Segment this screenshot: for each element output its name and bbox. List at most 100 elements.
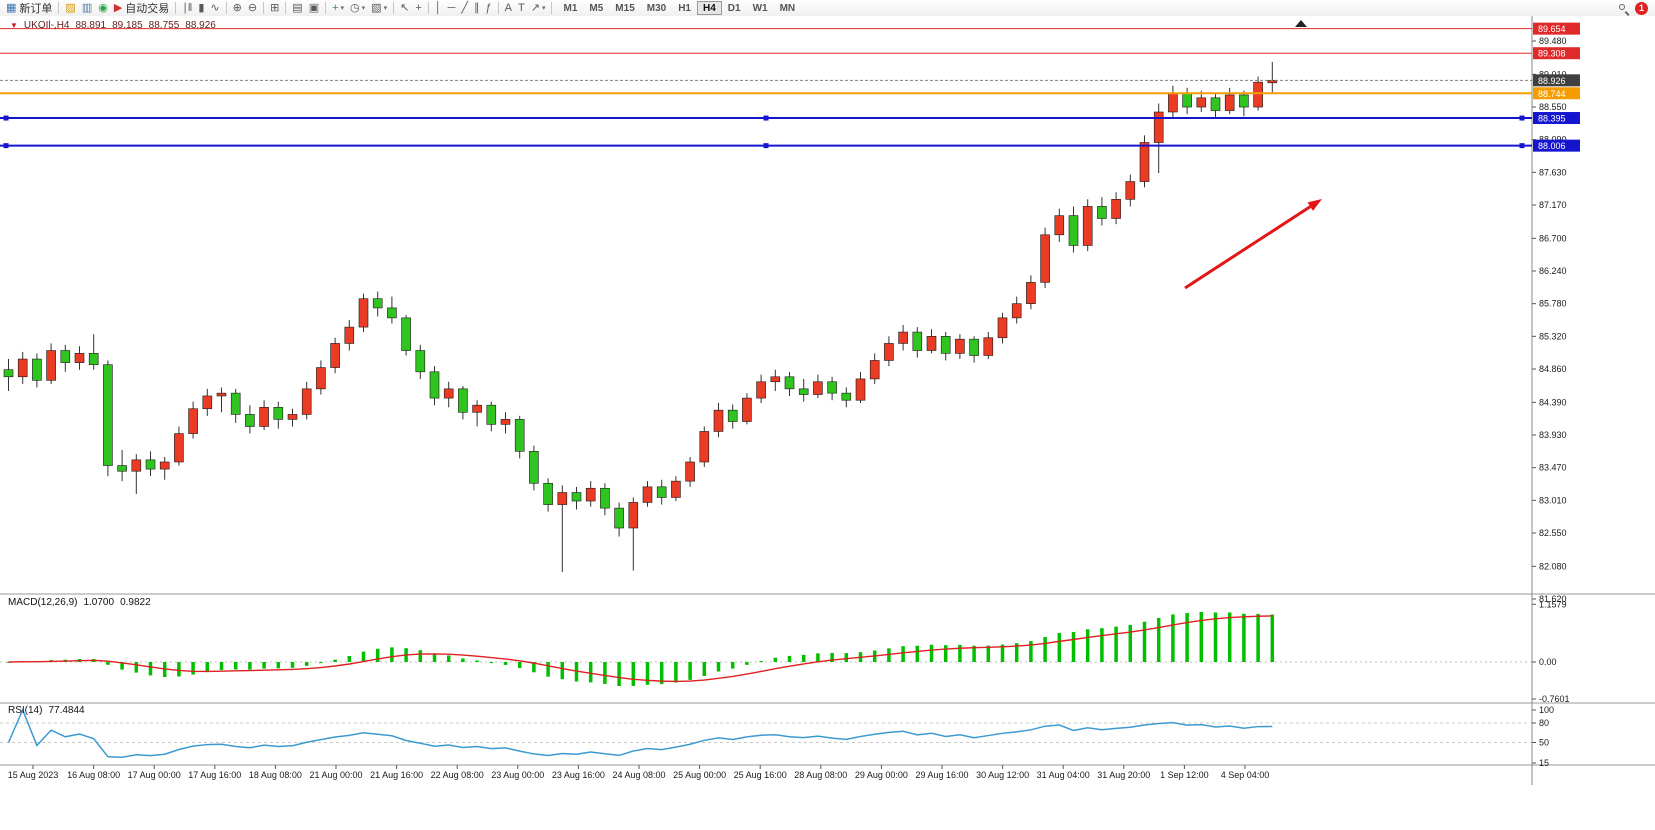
line-chart-icon: ∿ — [210, 1, 220, 14]
svg-text:50: 50 — [1539, 738, 1549, 748]
svg-text:86.700: 86.700 — [1539, 233, 1567, 243]
text-label-icon: T — [518, 1, 525, 14]
toolbar-separator — [427, 2, 429, 14]
time-axis[interactable]: 15 Aug 2023 16 Aug 08:00 17 Aug 00:00 17 Au… — [8, 765, 1270, 780]
macd-main-value: 1.0700 — [83, 597, 115, 608]
add-indicator-dropdown[interactable]: + ▾ — [329, 1, 347, 16]
search-icon[interactable] — [1617, 2, 1630, 15]
crosshair-button[interactable]: + — [412, 1, 424, 16]
timeframe-h4[interactable]: H4 — [697, 1, 722, 15]
candlestick-series[interactable] — [3, 61, 1278, 573]
bid-price-line-badge: 88.926 — [1533, 74, 1580, 87]
svg-text:82.550: 82.550 — [1539, 528, 1567, 538]
timeframe-w1[interactable]: W1 — [752, 3, 768, 14]
zoom-in-button[interactable]: ⊕ — [230, 1, 245, 16]
arrows-dropdown[interactable]: ↗ ▾ — [528, 1, 549, 16]
svg-text:29 Aug 16:00: 29 Aug 16:00 — [915, 770, 968, 780]
tile-windows-button[interactable]: ⊞ — [267, 1, 282, 16]
zoom-in-icon: ⊕ — [232, 1, 242, 14]
trend-arrow[interactable] — [1184, 199, 1322, 290]
rsi-indicator-label: RSI(14) 77.4844 — [8, 705, 85, 716]
timeframe-m30[interactable]: M30 — [646, 3, 667, 14]
chart-window: 89.48089.01088.55088.09087.63087.17086.7… — [0, 16, 1655, 830]
ohlc-high: 89.185 — [112, 20, 143, 31]
strategy-tester-icon[interactable]: ◉ — [95, 1, 111, 16]
channel-icon: ∥ — [474, 1, 480, 14]
macd-indicator-label: MACD(12,26,9) 1.0700 0.9822 — [8, 597, 151, 608]
support-line-upper-badge: 88.395 — [1533, 112, 1580, 125]
one-click-trading-arrow[interactable]: ▼ — [10, 21, 18, 30]
svg-text:18 Aug 08:00: 18 Aug 08:00 — [249, 770, 302, 780]
chart-shift-marker[interactable] — [1295, 20, 1307, 27]
objects-window-button[interactable]: ▣ — [306, 1, 322, 16]
svg-text:15: 15 — [1539, 758, 1549, 768]
timeframe-d1[interactable]: D1 — [727, 3, 741, 14]
resistance-line-lower-badge: 89.308 — [1533, 47, 1580, 60]
ohlc-open: 88.891 — [75, 20, 107, 31]
caret-down-icon: ▾ — [541, 5, 546, 12]
svg-text:82.080: 82.080 — [1539, 561, 1567, 571]
bar-chart-button[interactable]: ∣‖ — [179, 1, 195, 16]
line-chart-button[interactable]: ∿ — [207, 1, 222, 16]
periods-icon: ◷ — [350, 1, 360, 14]
support-line-upper[interactable] — [0, 115, 1532, 121]
channel-button[interactable]: ∥ — [471, 1, 483, 16]
svg-text:84.390: 84.390 — [1539, 397, 1567, 407]
support-line-lower[interactable] — [0, 143, 1532, 149]
cursor-icon: ↖ — [400, 1, 410, 14]
svg-text:4 Sep 04:00: 4 Sep 04:00 — [1221, 770, 1270, 780]
svg-text:89.308: 89.308 — [1538, 49, 1566, 59]
cursor-button[interactable]: ↖ — [397, 1, 412, 16]
timeframe-m1[interactable]: M1 — [563, 3, 578, 14]
zoom-out-button[interactable]: ⊖ — [245, 1, 260, 16]
horizontal-line-button[interactable]: ─ — [445, 1, 459, 16]
svg-text:25 Aug 00:00: 25 Aug 00:00 — [673, 770, 726, 780]
text-button[interactable]: A — [502, 1, 515, 16]
svg-text:87.630: 87.630 — [1539, 167, 1567, 177]
notification-badge[interactable]: 1 — [1635, 1, 1648, 15]
crosshair-icon: + — [415, 1, 422, 14]
bar-chart-icon: ∣‖ — [182, 1, 193, 14]
svg-text:21 Aug 16:00: 21 Aug 16:00 — [370, 770, 423, 780]
indicators-window-icon: ▤ — [292, 1, 303, 14]
svg-text:21 Aug 00:00: 21 Aug 00:00 — [309, 770, 362, 780]
timeframe-m15[interactable]: M15 — [615, 3, 635, 14]
svg-text:31 Aug 20:00: 31 Aug 20:00 — [1097, 770, 1150, 780]
svg-text:30 Aug 12:00: 30 Aug 12:00 — [976, 770, 1029, 780]
support-line-lower-badge: 88.006 — [1533, 139, 1580, 152]
indicators-window-button[interactable]: ▤ — [289, 1, 305, 16]
toolbar-separator — [551, 2, 553, 14]
svg-text:83.010: 83.010 — [1539, 495, 1567, 505]
timeframe-mn[interactable]: MN — [779, 3, 796, 14]
new-order-icon: ▦ — [6, 1, 17, 14]
timeframe-h1[interactable]: H1 — [678, 3, 691, 14]
market-watch-icon[interactable]: ▥ — [79, 1, 95, 16]
text-label-button[interactable]: T — [515, 1, 528, 16]
objects-window-icon: ▣ — [308, 1, 320, 14]
trendline-button[interactable]: ╱ — [458, 1, 471, 16]
vertical-line-button[interactable]: │ — [432, 1, 445, 16]
svg-text:16 Aug 08:00: 16 Aug 08:00 — [67, 770, 120, 780]
periods-dropdown[interactable]: ◷ ▾ — [347, 1, 368, 16]
caret-down-icon: ▾ — [361, 5, 366, 12]
svg-text:0.00: 0.00 — [1539, 657, 1557, 667]
toolbar: ▦ 新订单 ▨ ▥ ◉ ▶ 自动交易 ∣‖ ▮ ∿ ⊕ ⊖ ⊞ ▤ ▣ + ▾ ◷ ▾ ▧ ▾ ↖ + │ ─ ╱ ∥ ƒ A T ↗ ▾ M… — [0, 0, 1655, 17]
svg-text:80: 80 — [1539, 718, 1549, 728]
notification-count: 1 — [1638, 3, 1644, 13]
toolbar-separator — [225, 2, 227, 14]
svg-text:17 Aug 00:00: 17 Aug 00:00 — [128, 770, 181, 780]
profiles-icon[interactable]: ▨ — [62, 1, 78, 16]
fibonacci-button[interactable]: ƒ — [483, 1, 495, 16]
timeframe-m5[interactable]: M5 — [589, 3, 604, 14]
strategy-tester-icon-icon: ◉ — [98, 1, 108, 14]
price-axis[interactable]: 89.48089.01088.55088.09087.63087.17086.7… — [1531, 16, 1567, 785]
svg-text:89.480: 89.480 — [1539, 36, 1567, 46]
chart-canvas[interactable]: 89.48089.01088.55088.09087.63087.17086.7… — [0, 16, 1655, 830]
svg-text:88.006: 88.006 — [1538, 141, 1566, 151]
candlestick-chart-button[interactable]: ▮ — [195, 1, 207, 16]
templates-dropdown[interactable]: ▧ ▾ — [368, 1, 390, 16]
new-order-button[interactable]: ▦ 新订单 — [3, 1, 55, 16]
svg-text:83.930: 83.930 — [1539, 430, 1567, 440]
svg-text:84.860: 84.860 — [1539, 364, 1567, 374]
autotrading-button[interactable]: ▶ 自动交易 — [111, 1, 172, 16]
